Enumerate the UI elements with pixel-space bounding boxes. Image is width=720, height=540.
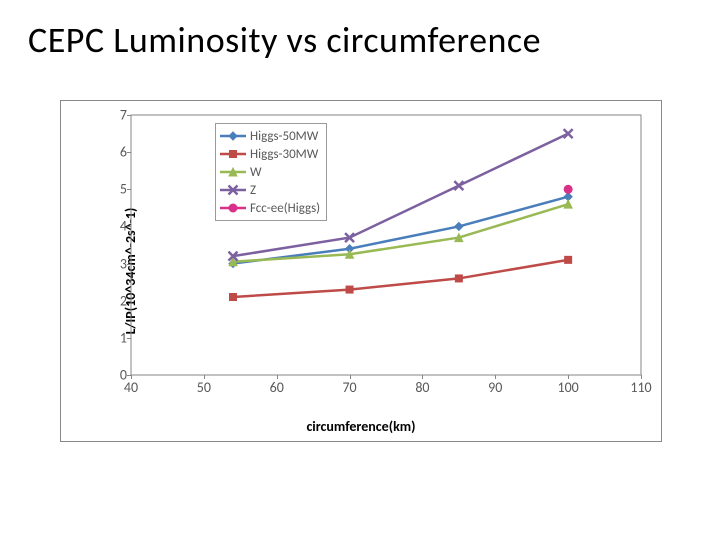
legend-label: W	[250, 165, 262, 180]
x-tick-label: 80	[415, 375, 429, 396]
y-tick-label: 3	[105, 255, 131, 272]
y-tick-label: 7	[105, 107, 131, 124]
legend-item: Higgs-30MW	[220, 145, 320, 163]
x-tick-label: 100	[557, 375, 578, 396]
legend-item: Fcc-ee(Higgs)	[220, 199, 320, 217]
x-tick-label: 90	[488, 375, 502, 396]
x-tick-label: 40	[124, 375, 138, 396]
legend-label: Higgs-30MW	[250, 147, 318, 162]
legend-label: Z	[250, 183, 256, 198]
page-title: CEPC Luminosity vs circumference	[0, 0, 720, 62]
legend: Higgs-50MW Higgs-30MW WZ Fcc-ee(Higgs)	[215, 123, 327, 221]
series-svg	[131, 115, 641, 375]
legend-item: W	[220, 163, 320, 181]
legend-item: Higgs-50MW	[220, 127, 320, 145]
y-tick-label: 6	[105, 144, 131, 161]
plot-area: Higgs-50MWHiggs-30MWWZFcc-ee(Higgs) 0123…	[131, 115, 641, 375]
x-tick-label: 50	[197, 375, 211, 396]
x-tick-label: 110	[630, 375, 651, 396]
legend-label: Fcc-ee(Higgs)	[250, 201, 320, 216]
y-tick-label: 4	[105, 218, 131, 235]
x-tick-label: 70	[342, 375, 356, 396]
y-tick-label: 2	[105, 292, 131, 309]
x-axis-label: circumference(km)	[61, 418, 661, 435]
y-tick-label: 5	[105, 181, 131, 198]
chart-container: L/IP(10^34cm^-2s^-1) circumference(km) H…	[60, 100, 662, 442]
legend-item: Z	[220, 181, 320, 199]
x-tick-label: 60	[270, 375, 284, 396]
legend-label: Higgs-50MW	[250, 129, 318, 144]
y-tick-label: 1	[105, 329, 131, 346]
